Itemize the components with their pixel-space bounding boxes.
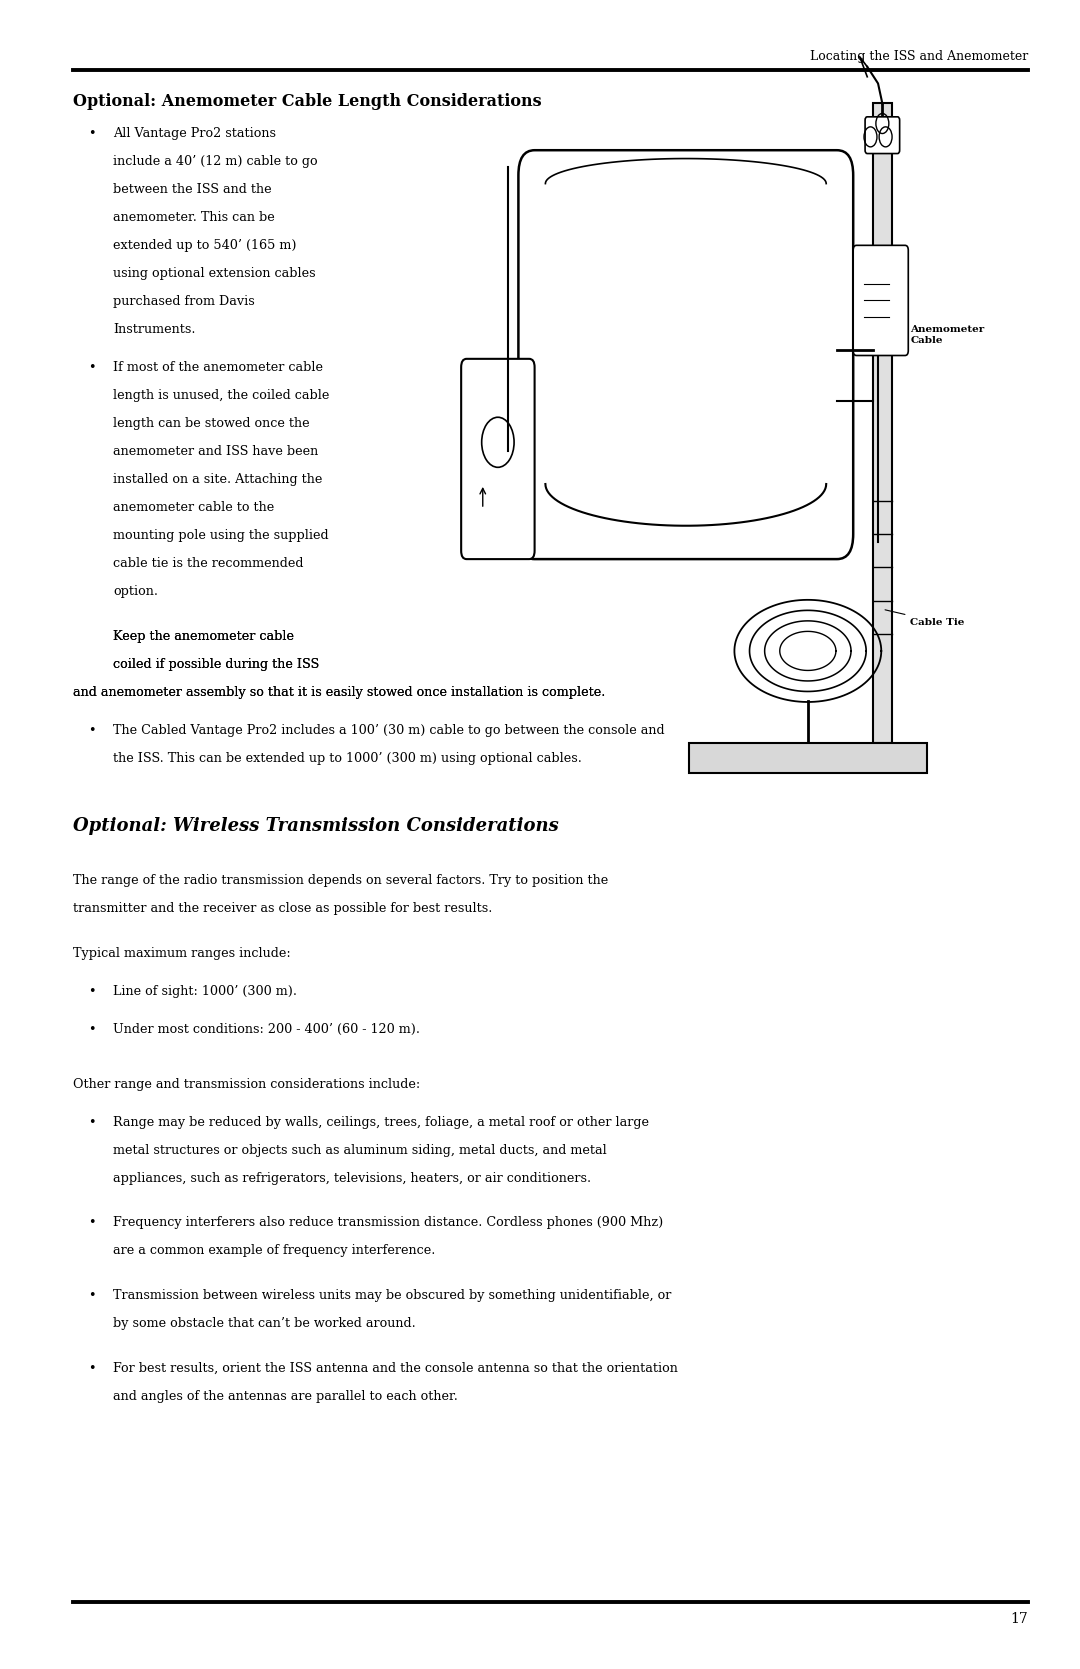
Text: The Cabled Vantage Pro2 includes a 100’ (30 m) cable to go between the console a: The Cabled Vantage Pro2 includes a 100’ … xyxy=(113,724,665,738)
Text: anemometer and ISS have been: anemometer and ISS have been xyxy=(113,446,319,459)
FancyBboxPatch shape xyxy=(461,359,535,559)
FancyBboxPatch shape xyxy=(518,150,853,559)
Text: by some obstacle that can’t be worked around.: by some obstacle that can’t be worked ar… xyxy=(113,1317,416,1330)
Text: All Vantage Pro2 stations: All Vantage Pro2 stations xyxy=(113,127,276,140)
Text: length is unused, the coiled cable: length is unused, the coiled cable xyxy=(113,389,329,402)
Text: •: • xyxy=(89,1115,96,1128)
Text: Instruments.: Instruments. xyxy=(113,324,195,335)
Text: •: • xyxy=(89,985,96,998)
Text: Keep the anemometer cable: Keep the anemometer cable xyxy=(113,631,295,643)
Text: are a common example of frequency interference.: are a common example of frequency interf… xyxy=(113,1245,435,1257)
Text: Cable Tie: Cable Tie xyxy=(886,609,964,626)
Text: Anemometer
Cable: Anemometer Cable xyxy=(886,325,985,345)
Text: cable tie is the recommended: cable tie is the recommended xyxy=(113,557,303,571)
Text: and anemometer assembly so that it is easily stowed once installation is complet: and anemometer assembly so that it is ea… xyxy=(73,686,606,699)
Text: using optional extension cables: using optional extension cables xyxy=(113,267,316,280)
Text: Frequency interferers also reduce transmission distance. Cordless phones (900 Mh: Frequency interferers also reduce transm… xyxy=(113,1217,663,1230)
Text: Optional: Wireless Transmission Considerations: Optional: Wireless Transmission Consider… xyxy=(73,818,559,834)
Text: coiled if possible during the ISS: coiled if possible during the ISS xyxy=(113,658,320,671)
Text: transmitter and the receiver as close as possible for best results.: transmitter and the receiver as close as… xyxy=(73,901,492,915)
Text: installed on a site. Attaching the: installed on a site. Attaching the xyxy=(113,474,323,486)
Text: •: • xyxy=(89,724,96,738)
Text: extended up to 540’ (165 m): extended up to 540’ (165 m) xyxy=(113,239,297,252)
Text: Typical maximum ranges include:: Typical maximum ranges include: xyxy=(73,946,292,960)
Text: For best results, orient the ISS antenna and the console antenna so that the ori: For best results, orient the ISS antenna… xyxy=(113,1362,678,1375)
Text: and anemometer assembly so that it is easily stowed once installation is complet: and anemometer assembly so that it is ea… xyxy=(73,686,606,699)
Text: appliances, such as refrigerators, televisions, heaters, or air conditioners.: appliances, such as refrigerators, telev… xyxy=(113,1172,592,1185)
Text: If most of the anemometer cable: If most of the anemometer cable xyxy=(113,361,323,374)
Text: between the ISS and the: between the ISS and the xyxy=(113,184,272,195)
Text: anemometer. This can be: anemometer. This can be xyxy=(113,210,275,224)
Text: •: • xyxy=(89,1023,96,1036)
Text: the ISS. This can be extended up to 1000’ (300 m) using optional cables.: the ISS. This can be extended up to 1000… xyxy=(113,753,582,766)
Text: •: • xyxy=(89,361,96,374)
Text: metal structures or objects such as aluminum siding, metal ducts, and metal: metal structures or objects such as alum… xyxy=(113,1143,607,1157)
Text: and angles of the antennas are parallel to each other.: and angles of the antennas are parallel … xyxy=(113,1390,458,1404)
Text: include a 40’ (12 m) cable to go: include a 40’ (12 m) cable to go xyxy=(113,155,318,169)
Text: 17: 17 xyxy=(1011,1612,1028,1626)
FancyBboxPatch shape xyxy=(689,743,927,773)
FancyBboxPatch shape xyxy=(865,117,900,154)
Text: coiled if possible during the ISS: coiled if possible during the ISS xyxy=(113,658,320,671)
Text: mounting pole using the supplied: mounting pole using the supplied xyxy=(113,529,329,542)
Text: •: • xyxy=(89,1217,96,1230)
Text: Keep the anemometer cable: Keep the anemometer cable xyxy=(113,631,295,643)
Text: anemometer cable to the: anemometer cable to the xyxy=(113,501,274,514)
Text: length can be stowed once the: length can be stowed once the xyxy=(113,417,310,431)
Text: Transmission between wireless units may be obscured by something unidentifiable,: Transmission between wireless units may … xyxy=(113,1288,672,1302)
Text: Other range and transmission considerations include:: Other range and transmission considerati… xyxy=(73,1078,421,1090)
Text: •: • xyxy=(89,127,96,140)
Text: Line of sight: 1000’ (300 m).: Line of sight: 1000’ (300 m). xyxy=(113,985,297,998)
FancyBboxPatch shape xyxy=(853,245,908,355)
Text: •: • xyxy=(89,1362,96,1375)
Text: Range may be reduced by walls, ceilings, trees, foliage, a metal roof or other l: Range may be reduced by walls, ceilings,… xyxy=(113,1115,649,1128)
Text: Locating the ISS and Anemometer: Locating the ISS and Anemometer xyxy=(810,50,1028,63)
Text: Under most conditions: 200 - 400’ (60 - 120 m).: Under most conditions: 200 - 400’ (60 - … xyxy=(113,1023,420,1036)
Text: purchased from Davis: purchased from Davis xyxy=(113,295,255,309)
Text: •: • xyxy=(89,1288,96,1302)
Text: Optional: Anemometer Cable Length Considerations: Optional: Anemometer Cable Length Consid… xyxy=(73,93,542,110)
Text: The range of the radio transmission depends on several factors. Try to position : The range of the radio transmission depe… xyxy=(73,875,609,886)
Text: option.: option. xyxy=(113,586,159,599)
FancyBboxPatch shape xyxy=(873,103,892,743)
